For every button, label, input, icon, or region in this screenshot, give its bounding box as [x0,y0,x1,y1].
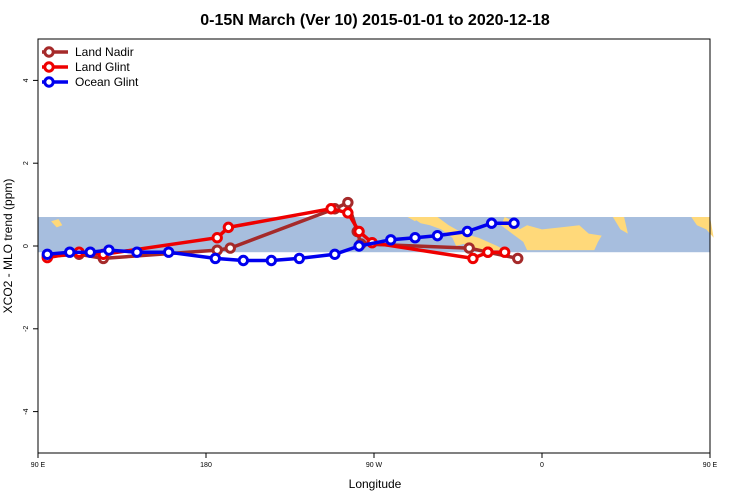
data-point-ocean-glint [265,254,278,267]
data-point-ocean-glint [385,234,397,246]
data-point-land-nadir [342,196,354,209]
data-point-land-glint [498,246,511,258]
chart-title: 0-15N March (Ver 10) 2015-01-01 to 2020-… [200,12,550,29]
data-point-land-glint [467,252,479,265]
data-point-land-nadir [463,242,475,254]
data-point-land-nadir [512,252,524,265]
y-tick-label: -2 [23,326,30,332]
data-point-ocean-glint [485,217,498,229]
legend-label: Land Nadir [75,45,134,59]
data-point-ocean-glint [431,229,444,242]
legend-label: Land Glint [75,60,130,74]
land-shape [500,217,602,251]
land-shape [612,217,628,234]
x-tick-label: 180 [200,462,212,469]
data-point-ocean-glint [293,252,306,265]
y-tick-label: 0 [23,244,30,248]
legend-marker [43,46,55,58]
series-layer [41,196,524,267]
legend-item-ocean-glint: Ocean Glint [42,75,139,89]
x-tick-label: 90 W [366,462,383,469]
land-shape [691,217,714,238]
data-point-ocean-glint [409,232,421,244]
data-point-ocean-glint [461,225,474,238]
data-point-ocean-glint [162,246,175,258]
land-shape [51,219,63,228]
data-point-ocean-glint [353,240,365,252]
y-axis: -4 -2 0 2 4 [23,78,38,415]
data-point-land-glint [222,221,235,234]
x-tick-label: 90 E [703,462,718,469]
data-point-ocean-glint [64,246,76,258]
data-point-land-glint [342,207,354,219]
legend-marker [43,61,55,73]
legend-item-land-glint: Land Glint [42,60,130,74]
data-point-ocean-glint [209,252,222,265]
data-point-ocean-glint [508,217,520,229]
y-axis-label: XCO2 - MLO trend (ppm) [1,179,15,314]
x-tick-label: 90 E [31,462,46,469]
data-point-land-glint [353,225,365,238]
data-point-ocean-glint [41,248,54,260]
x-axis: 90 E 180 90 W 0 90 E [31,453,718,469]
data-point-land-glint [211,232,223,244]
data-point-land-glint [325,203,337,215]
legend-marker [43,76,55,88]
y-tick-label: 2 [23,161,30,165]
y-tick-label: -4 [23,408,30,414]
y-tick-label: 4 [23,78,30,82]
data-point-ocean-glint [84,246,96,258]
x-tick-label: 0 [540,462,544,469]
data-point-land-glint [482,246,494,258]
data-point-ocean-glint [329,248,341,260]
land-shape [407,217,419,222]
x-axis-label: Longitude [349,477,402,491]
series-ocean-glint [41,217,520,267]
data-point-land-nadir [224,242,236,254]
legend-label: Ocean Glint [75,75,139,89]
data-point-ocean-glint [131,246,143,258]
data-point-ocean-glint [237,254,250,267]
data-point-ocean-glint [103,244,115,256]
legend-item-land-nadir: Land Nadir [42,45,134,59]
